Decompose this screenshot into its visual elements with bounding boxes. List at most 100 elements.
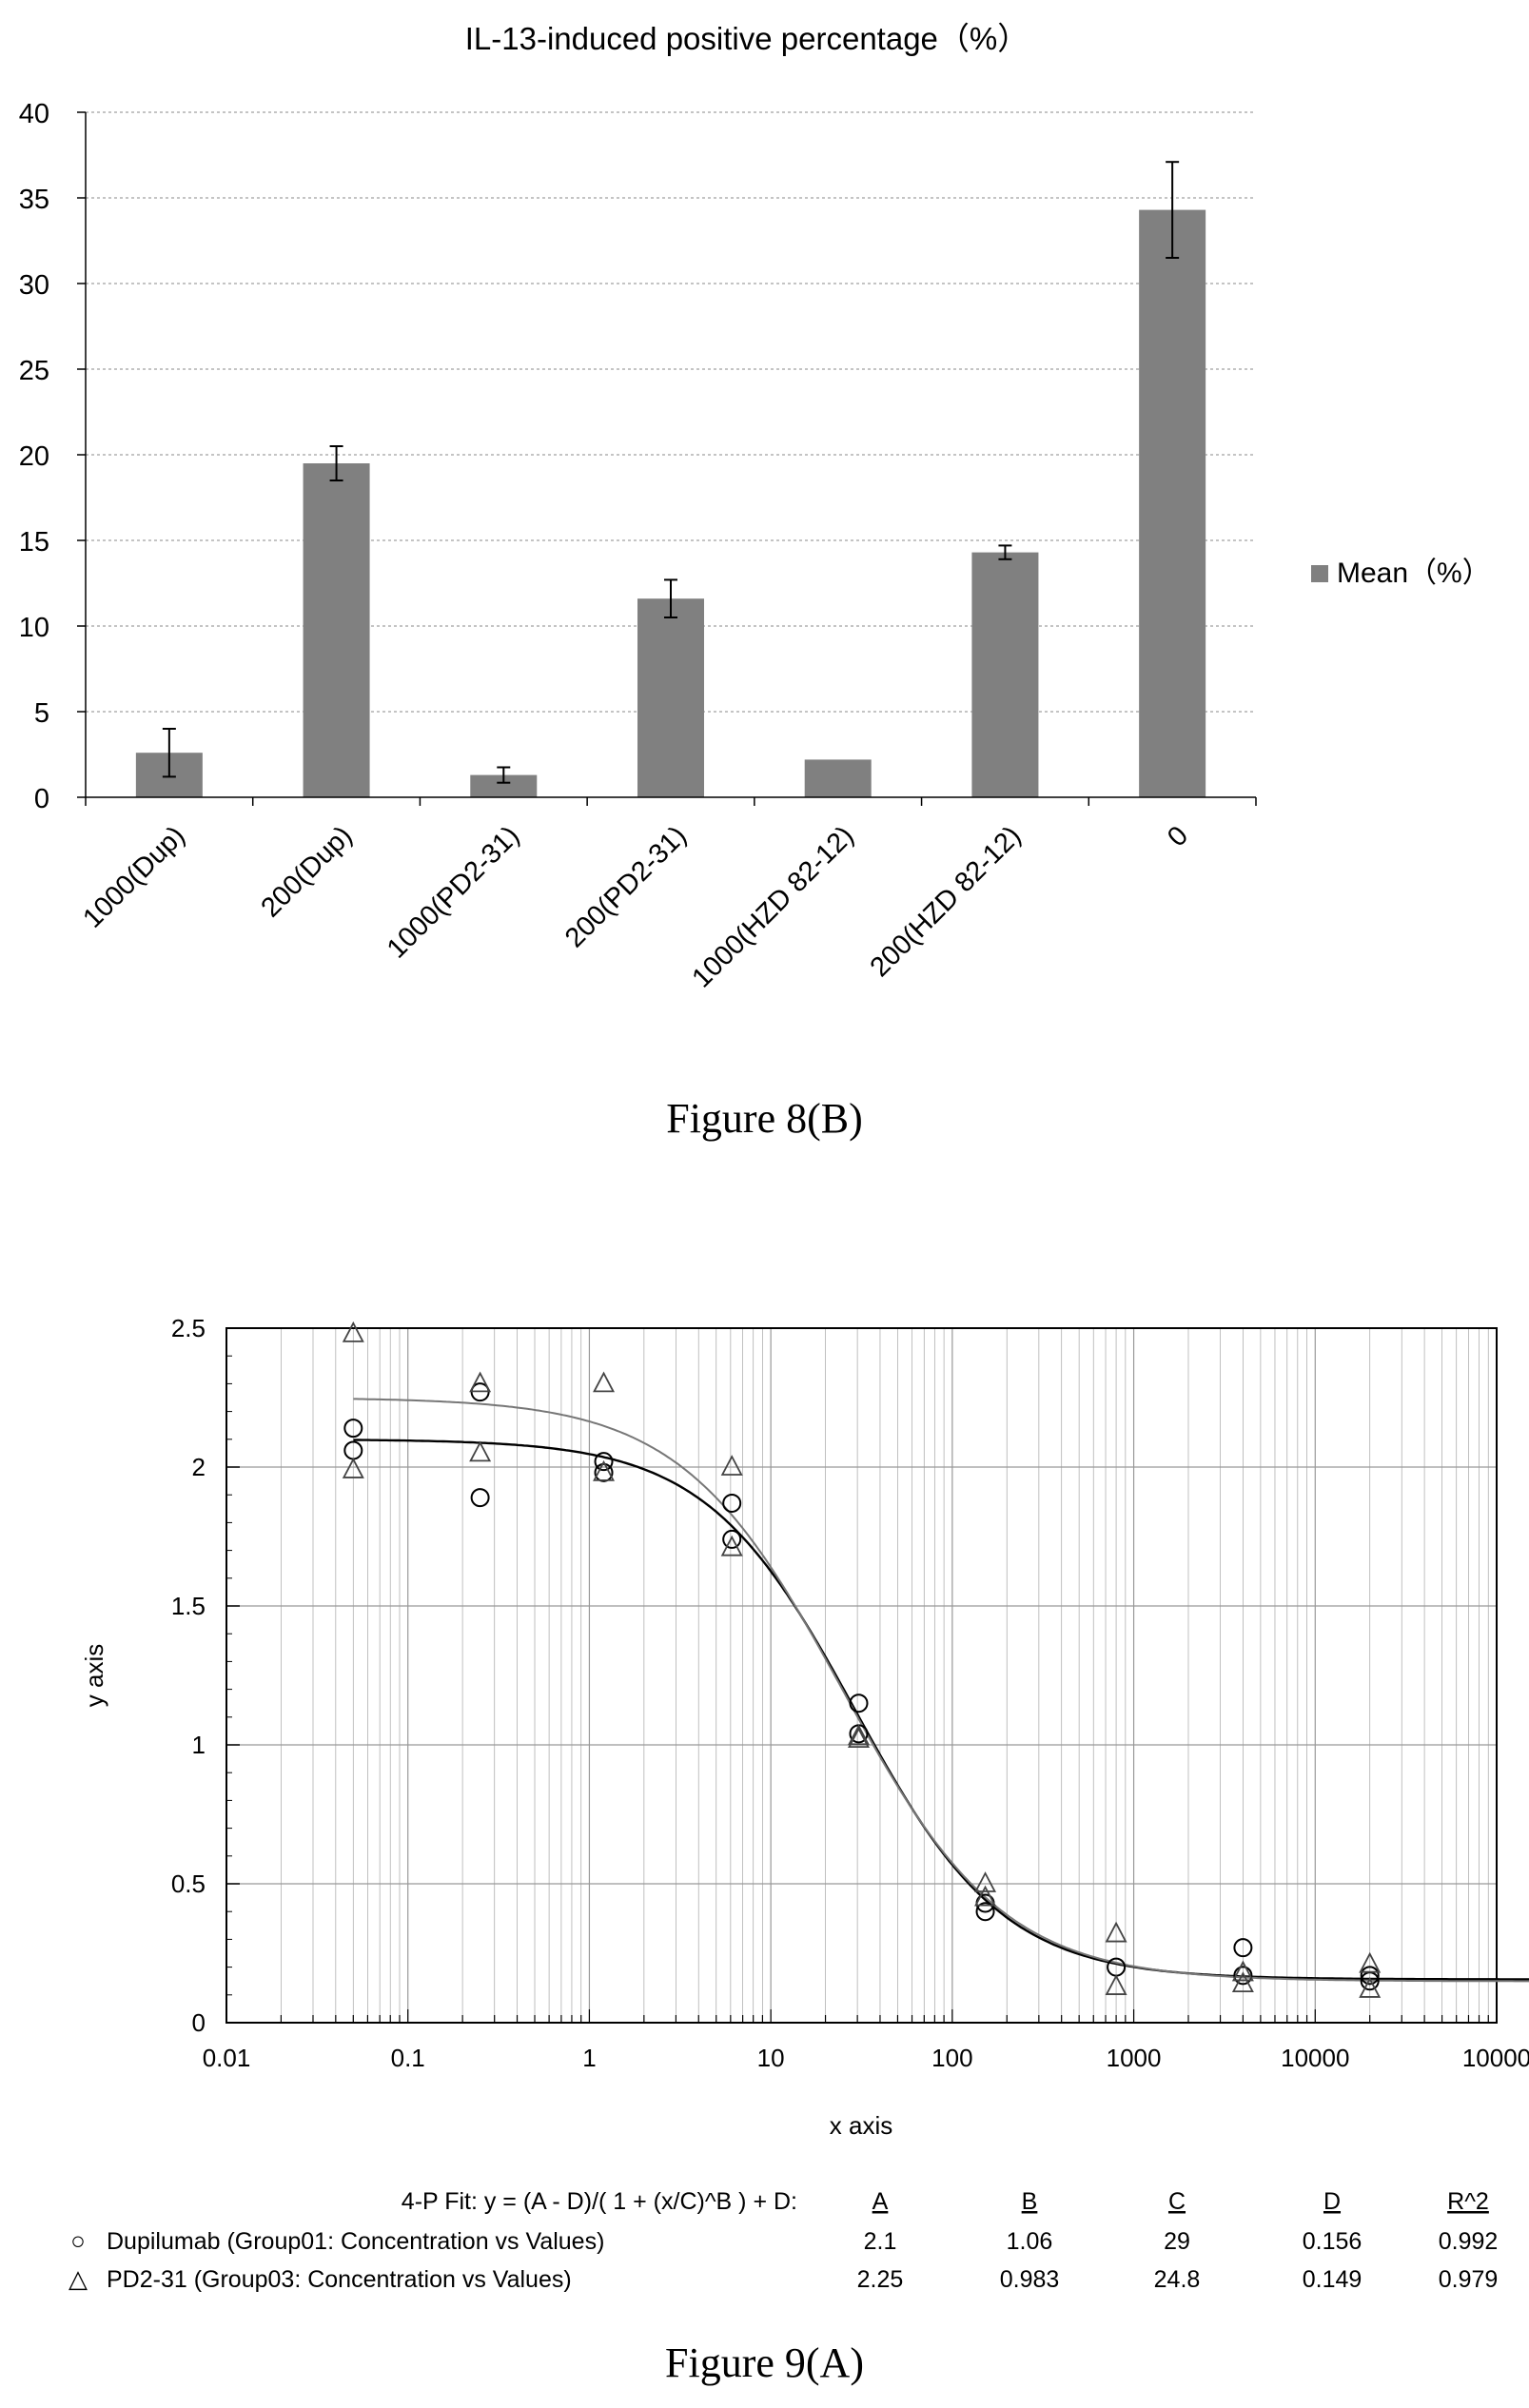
fit-column-header: A	[872, 2188, 889, 2215]
x-tick-label: 0.01	[203, 2044, 251, 2072]
fit-value: 24.8	[1154, 2266, 1201, 2293]
y-tick-label: 15	[19, 527, 49, 558]
x-tick-label: 200(PD2-31)	[559, 820, 693, 953]
y-tick-label: 25	[19, 356, 49, 386]
dose-response-chart: 0 0.5 1 1.5 2 2.5 0.01 0.1 1 10 100 1000 10000 10000…	[69, 1314, 1529, 2293]
x-axis-label: x axis	[830, 2111, 892, 2140]
y-tick-label: 2	[192, 1453, 206, 1481]
y-tick-label: 40	[19, 99, 49, 129]
data-point-circle	[722, 1493, 742, 1513]
x-tick-label: 200(HZD 82-12)	[865, 820, 1028, 983]
legend: Mean（%）	[1311, 558, 1491, 589]
fit-value: 29	[1164, 2228, 1190, 2255]
data-point-circle	[594, 1462, 614, 1482]
data-point-circle	[594, 1452, 614, 1472]
data-point-triangle	[1359, 1951, 1382, 1973]
data-point-circle	[849, 1693, 869, 1713]
y-tick-label: 20	[19, 441, 49, 472]
y-tick-label: 0	[192, 2008, 206, 2037]
data-point-triangle	[1231, 1971, 1254, 1993]
x-tick-labels: 1000(Dup) 200(Dup) 1000(PD2-31) 200(PD2-31)…	[77, 820, 1194, 993]
data-point-triangle	[1359, 1977, 1382, 1998]
bar	[303, 463, 370, 797]
x-tick-label: 1	[582, 2044, 596, 2072]
x-tick-label: 0	[1162, 820, 1194, 852]
figure-caption-8b: Figure 8(B)	[666, 1095, 863, 1142]
bars	[135, 209, 1206, 798]
data-point-triangle	[342, 1321, 364, 1342]
legend-swatch	[1311, 565, 1328, 582]
y-tick-label: 10	[19, 613, 49, 643]
bar	[470, 774, 538, 797]
data-point-triangle	[469, 1371, 492, 1393]
data-point-triangle	[848, 1724, 870, 1746]
y-tick-label: 5	[34, 698, 49, 729]
circle-marker-icon: ○	[70, 2226, 86, 2255]
bar	[1139, 209, 1206, 798]
data-point-circle	[1360, 1966, 1380, 1986]
data-point-triangle	[1105, 1921, 1127, 1943]
fit-value: 0.979	[1439, 2266, 1499, 2293]
fit-table: 4-P Fit: y = (A - D)/( 1 + (x/C)^B ) + D…	[69, 2188, 1498, 2293]
data-point-triangle	[469, 1440, 492, 1462]
y-tick-label: 30	[19, 270, 49, 301]
x-tick-label: 10	[757, 2044, 785, 2072]
fit-row-label: Dupilumab (Group01: Concentration vs Val…	[107, 2228, 604, 2255]
y-tick-label: 2.5	[171, 1314, 206, 1342]
fit-column-header: C	[1168, 2188, 1186, 2215]
data-point-circle	[343, 1419, 363, 1439]
chart-title: IL-13-induced positive percentage（%）	[465, 21, 1029, 56]
fit-curves	[353, 1398, 1529, 1983]
data-point-triangle	[974, 1885, 997, 1907]
x-tick-labels: 0.01 0.1 1 10 100 1000 10000 10000	[203, 2044, 1529, 2072]
fit-value: 0.156	[1303, 2228, 1362, 2255]
x-tick-label: 10000	[1462, 2044, 1529, 2072]
data-points	[342, 1321, 1382, 1998]
data-point-triangle	[974, 1871, 997, 1892]
x-tick-label: 100	[931, 2044, 972, 2072]
fit-column-header: B	[1022, 2188, 1038, 2215]
fit-value: 2.1	[864, 2228, 897, 2255]
fit-value: 0.983	[1000, 2266, 1060, 2293]
y-tick-labels: 0 0.5 1 1.5 2 2.5	[171, 1314, 206, 2037]
fit-row-label: PD2-31 (Group03: Concentration vs Values…	[107, 2266, 572, 2293]
fit-column-header: D	[1323, 2188, 1341, 2215]
y-tick-label: 35	[19, 185, 49, 215]
legend-label: Mean（%）	[1337, 558, 1491, 589]
fit-value: 0.149	[1303, 2266, 1362, 2293]
data-point-circle	[470, 1488, 490, 1508]
bar	[637, 598, 704, 797]
plot-frame	[225, 1327, 1498, 2024]
fit-value: 2.25	[857, 2266, 904, 2293]
y-tick-label: 0.5	[171, 1870, 206, 1898]
y-tick-labels: 0 5 10 15 20 25 30 35 40	[19, 99, 49, 814]
x-tick-label: 200(Dup)	[255, 820, 358, 923]
data-point-triangle	[720, 1455, 743, 1476]
x-tick-label: 0.1	[391, 2044, 425, 2072]
x-tick-label: 10000	[1281, 2044, 1349, 2072]
bar-chart: IL-13-induced positive percentage（%） 0 5 1…	[19, 21, 1491, 994]
x-axis	[85, 112, 1257, 806]
y-tick-label: 1.5	[171, 1592, 206, 1620]
figure-caption-9a: Figure 9(A)	[665, 2339, 864, 2386]
data-point-triangle	[720, 1535, 743, 1556]
fit-equation: 4-P Fit: y = (A - D)/( 1 + (x/C)^B ) + D…	[402, 2188, 797, 2215]
y-tick-label: 0	[34, 784, 49, 814]
fit-column-header: R^2	[1447, 2188, 1489, 2215]
data-point-triangle	[1105, 1974, 1127, 1995]
y-tick-label: 1	[192, 1731, 206, 1759]
bar	[804, 759, 872, 797]
bar	[971, 552, 1039, 797]
data-point-triangle	[848, 1727, 870, 1749]
gridlines	[225, 1327, 1497, 2024]
error-bars	[162, 161, 1180, 784]
x-tick-label: 1000(PD2-31)	[382, 820, 525, 964]
data-point-triangle	[342, 1457, 364, 1478]
fit-value: 0.992	[1439, 2228, 1499, 2255]
data-point-circle	[1233, 1966, 1253, 1986]
data-point-circle	[1233, 1938, 1253, 1958]
fit-curve	[353, 1439, 1529, 1981]
data-point-triangle	[1231, 1960, 1254, 1982]
fit-value: 1.06	[1007, 2228, 1053, 2255]
x-tick-label: 1000(Dup)	[77, 820, 191, 934]
